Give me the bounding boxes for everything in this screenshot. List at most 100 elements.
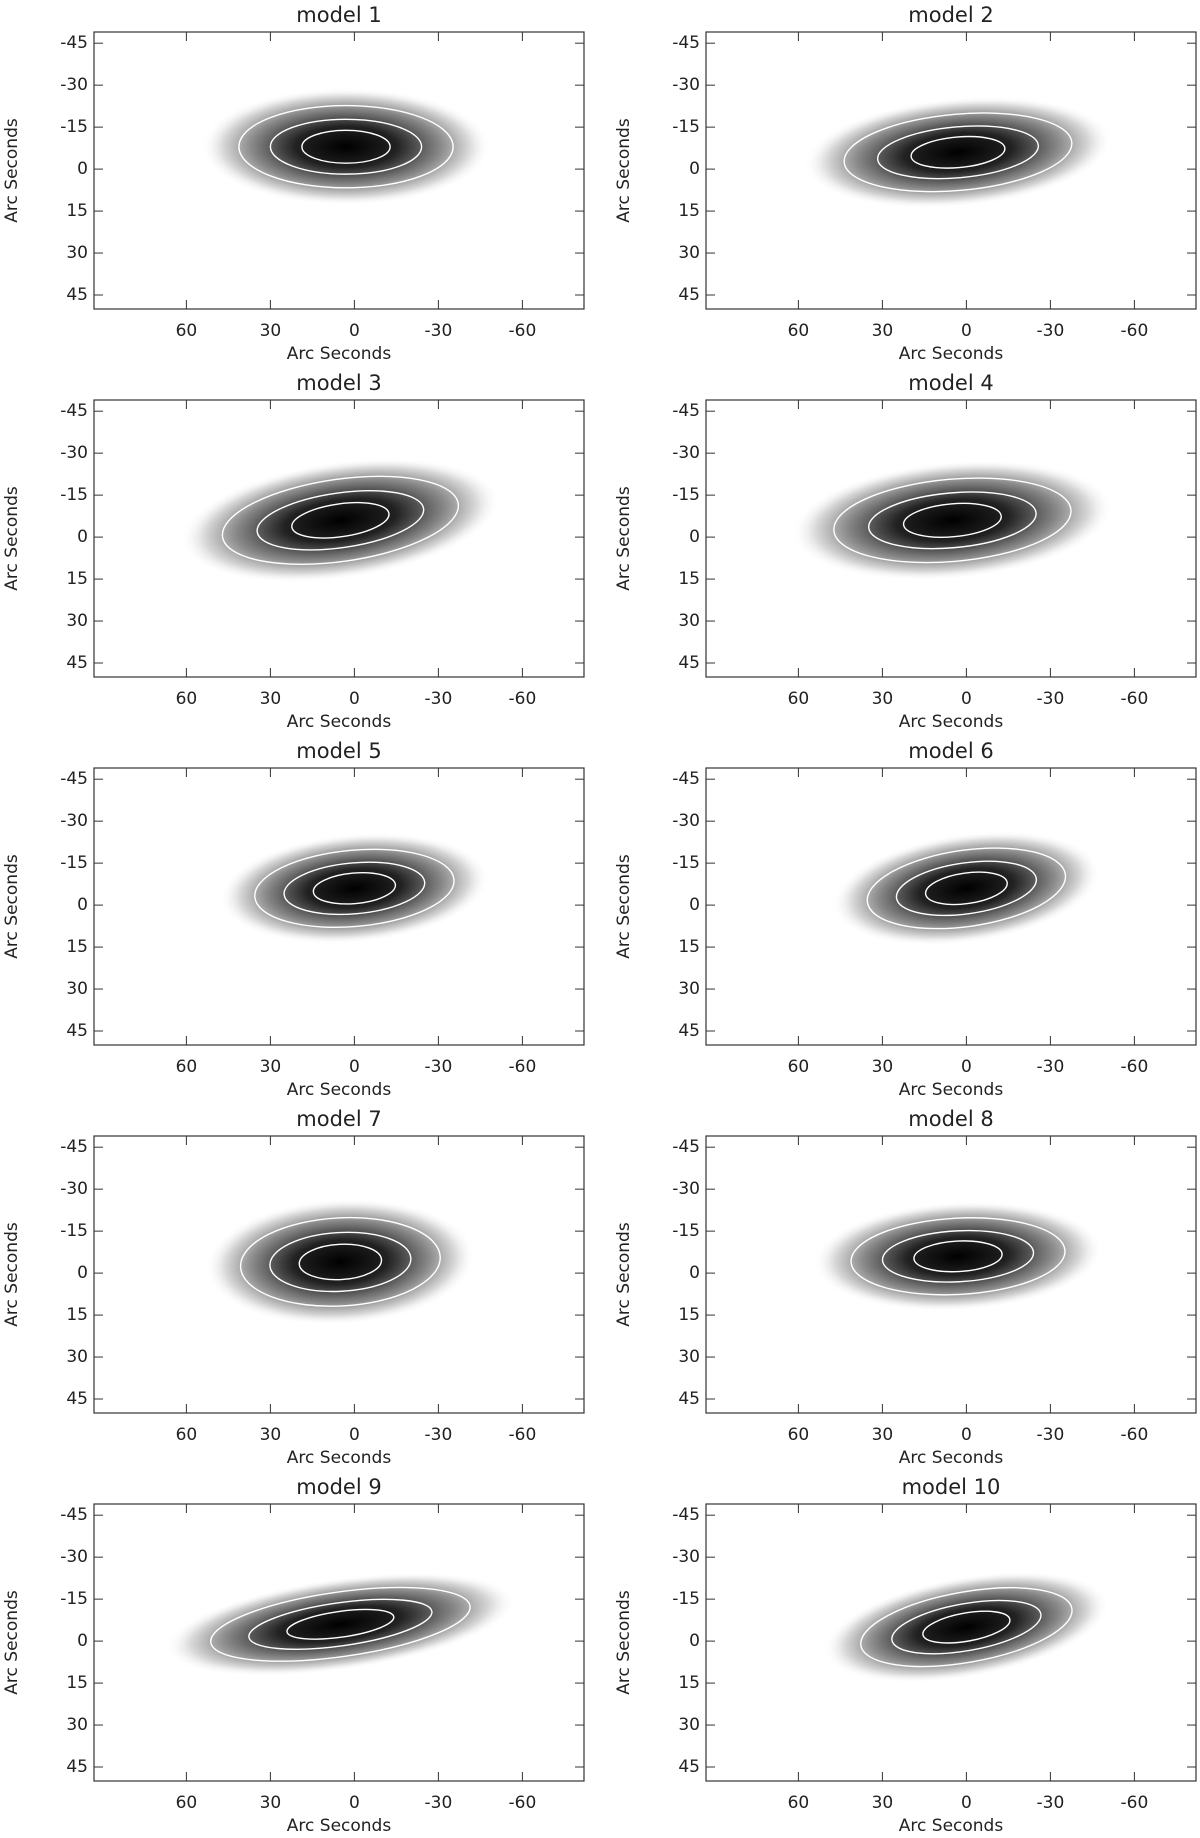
y-tick-label: 15	[678, 1673, 700, 1693]
plot-frame	[705, 399, 1197, 678]
y-axis-label: Arc Seconds	[2, 1590, 22, 1695]
contour	[269, 118, 423, 175]
y-tick-label: -30	[60, 443, 88, 463]
x-tick-label: 30	[872, 321, 894, 341]
chart-title: model 7	[296, 1107, 381, 1131]
x-tick-label: -30	[425, 689, 453, 709]
y-tick-label: -45	[60, 33, 88, 53]
x-axis-label: Arc Seconds	[287, 344, 392, 364]
x-tick-label: 60	[788, 1425, 810, 1445]
y-tick-label: 30	[678, 1347, 700, 1367]
contour	[910, 135, 1006, 169]
y-tick-label: 15	[66, 569, 88, 589]
intensity-image	[219, 832, 490, 944]
y-tick-label: 45	[678, 285, 700, 305]
plot-frame	[93, 31, 585, 310]
x-tick-label: -60	[1121, 1057, 1149, 1077]
plot-frame	[705, 1503, 1197, 1782]
contour	[301, 129, 391, 164]
y-tick-label: 30	[66, 611, 88, 631]
contour	[876, 125, 1040, 180]
y-tick-label: -15	[60, 1221, 88, 1241]
y-tick-label: 30	[678, 611, 700, 631]
intensity-image	[180, 457, 501, 583]
y-tick-label: -15	[672, 1589, 700, 1609]
y-tick-label: 0	[77, 159, 88, 179]
x-axis-label: Arc Seconds	[899, 1816, 1004, 1836]
y-tick-label: 30	[678, 243, 700, 263]
contour	[312, 871, 397, 905]
y-tick-label: -45	[672, 33, 700, 53]
panel: 60 30 0 -30 -60 -45 -30 -15 0 15 30 45 model 7 Arc Se…	[2, 1107, 585, 1468]
contour	[860, 1587, 1073, 1668]
x-tick-label: -60	[1121, 1425, 1149, 1445]
x-tick-label: 60	[176, 321, 198, 341]
intensity-image	[791, 460, 1113, 581]
y-tick-label: 0	[689, 527, 700, 547]
panel: 60 30 0 -30 -60 -45 -30 -15 0 15 30 45 model 1 Arc Se…	[2, 3, 585, 364]
y-tick-label: 30	[66, 1347, 88, 1367]
x-axis-label: Arc Seconds	[287, 1080, 392, 1100]
y-tick-label: -15	[60, 853, 88, 873]
contour	[833, 477, 1072, 564]
y-tick-label: 0	[77, 1631, 88, 1651]
x-tick-label: 60	[176, 689, 198, 709]
y-tick-label: 45	[678, 1757, 700, 1777]
y-tick-label: -45	[672, 1137, 700, 1157]
intensity-image	[832, 831, 1101, 946]
y-tick-label: -45	[60, 1137, 88, 1157]
y-tick-label: -30	[672, 443, 700, 463]
x-axis-label: Arc Seconds	[287, 1816, 392, 1836]
y-tick-label: 15	[66, 201, 88, 221]
x-axis-label: Arc Seconds	[899, 712, 1004, 732]
contour	[895, 860, 1038, 917]
intensity-image	[803, 96, 1113, 209]
x-tick-label: -60	[1121, 321, 1149, 341]
panel: 60 30 0 -30 -60 -45 -30 -15 0 15 30 45 model 6 Arc Se…	[614, 739, 1197, 1100]
y-tick-label: -15	[60, 485, 88, 505]
contour	[922, 1610, 1011, 1644]
panel: 60 30 0 -30 -60 -45 -30 -15 0 15 30 45 model 9 Arc Se…	[2, 1475, 585, 1836]
x-tick-label: -60	[509, 689, 537, 709]
x-tick-label: 0	[349, 689, 360, 709]
y-tick-label: 45	[678, 1021, 700, 1041]
panel: 60 30 0 -30 -60 -45 -30 -15 0 15 30 45 model 8 Arc Se…	[614, 1107, 1197, 1468]
chart-title: model 10	[902, 1475, 1001, 1499]
x-tick-label: -60	[509, 1425, 537, 1445]
x-tick-label: 30	[260, 1425, 282, 1445]
plot-frame	[93, 1135, 585, 1414]
y-tick-label: -15	[672, 485, 700, 505]
x-tick-label: 0	[961, 1057, 972, 1077]
x-tick-label: -30	[425, 321, 453, 341]
x-tick-label: 60	[176, 1793, 198, 1813]
y-tick-label: 0	[689, 1263, 700, 1283]
x-tick-label: 30	[260, 321, 282, 341]
y-tick-label: -15	[60, 1589, 88, 1609]
y-tick-label: -30	[60, 811, 88, 831]
x-tick-label: 60	[788, 689, 810, 709]
x-tick-label: -60	[1121, 1793, 1149, 1813]
contour	[221, 475, 460, 565]
y-tick-label: -45	[672, 769, 700, 789]
y-tick-label: 15	[678, 569, 700, 589]
x-tick-label: 30	[260, 1793, 282, 1813]
x-tick-label: -30	[425, 1057, 453, 1077]
contour	[248, 1598, 433, 1650]
x-tick-label: -30	[1037, 1425, 1065, 1445]
contour	[850, 1217, 1066, 1296]
panel: 60 30 0 -30 -60 -45 -30 -15 0 15 30 45 model 2 Arc Se…	[614, 3, 1197, 364]
y-tick-label: -30	[672, 1179, 700, 1199]
x-tick-label: 30	[260, 689, 282, 709]
contour	[924, 871, 1008, 906]
contour	[254, 848, 455, 929]
y-tick-label: 0	[689, 1631, 700, 1651]
y-tick-label: 0	[689, 159, 700, 179]
y-tick-label: 0	[77, 895, 88, 915]
contour	[298, 1243, 383, 1281]
chart-title: model 6	[908, 739, 993, 763]
contour	[256, 490, 425, 551]
panel: 60 30 0 -30 -60 -45 -30 -15 0 15 30 45 model 4 Arc Se…	[614, 371, 1197, 732]
contour	[286, 1608, 395, 1640]
x-tick-label: 0	[349, 321, 360, 341]
